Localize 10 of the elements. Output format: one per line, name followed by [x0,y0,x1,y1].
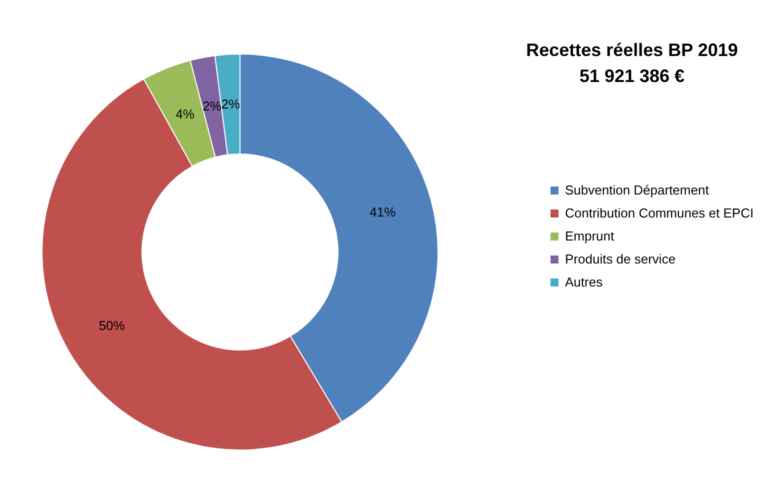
chart-title: Recettes réelles BP 2019 51 921 386 € [526,40,738,86]
data-label: 4% [176,106,195,122]
data-label: 50% [98,318,126,333]
legend-label: Produits de service [565,252,676,266]
legend-label: Autres [565,274,604,290]
legend-label: Contribution Communes et EPCI [565,206,754,220]
legend-label: Subvention Département [565,182,710,198]
data-label: 41% [370,204,396,220]
legend-label: Emprunt [565,228,615,244]
data-label: 2% [202,98,222,114]
